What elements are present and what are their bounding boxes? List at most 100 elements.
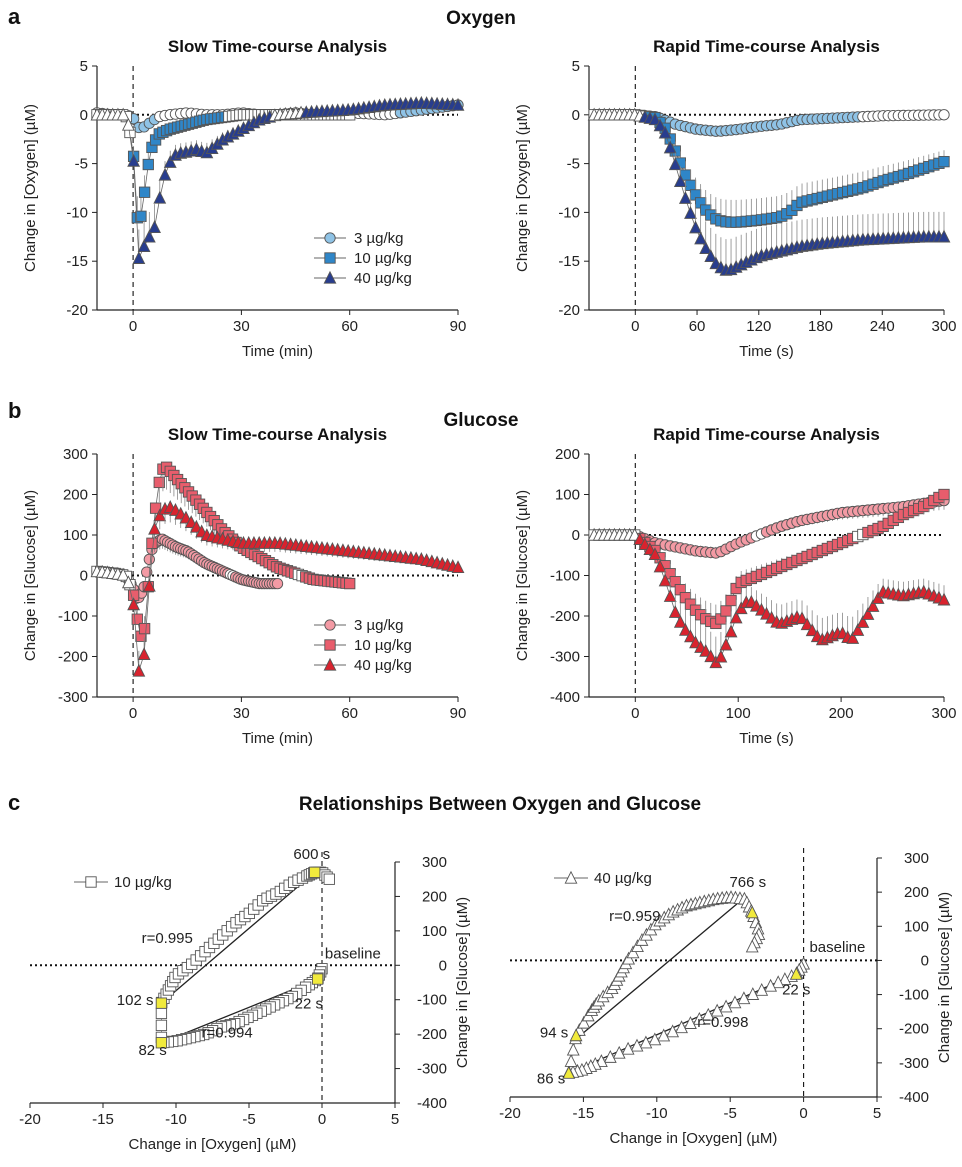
series-line bbox=[594, 114, 944, 271]
data-point bbox=[668, 157, 682, 171]
data-point bbox=[148, 521, 161, 535]
data-point bbox=[630, 1038, 644, 1052]
data-point bbox=[116, 107, 130, 121]
data-point bbox=[937, 229, 951, 243]
y-tick-label: -20 bbox=[66, 302, 88, 319]
data-point bbox=[155, 1019, 168, 1032]
y-tick-label: -5 bbox=[567, 156, 580, 173]
x-tick-label: 300 bbox=[931, 318, 956, 335]
data-point bbox=[729, 610, 743, 624]
data-point bbox=[653, 118, 667, 132]
data-point bbox=[755, 982, 769, 996]
data-point bbox=[764, 978, 778, 992]
chart-title: Slow Time-course Analysis bbox=[168, 425, 387, 444]
data-point bbox=[131, 613, 143, 625]
data-point bbox=[577, 1015, 591, 1029]
y-tick-label: 0 bbox=[572, 527, 580, 544]
x-tick-label: 240 bbox=[870, 318, 895, 335]
data-point bbox=[800, 617, 814, 631]
y-axis-label: Change in [Glucose] (µM) bbox=[514, 490, 531, 661]
y-tick-label: 300 bbox=[63, 446, 88, 463]
x-tick-label: 120 bbox=[746, 318, 771, 335]
data-point bbox=[603, 1049, 617, 1063]
highlight-point bbox=[569, 1028, 583, 1042]
data-point bbox=[138, 622, 151, 635]
y-tick-label: -200 bbox=[417, 1026, 447, 1043]
y-tick-label: 100 bbox=[555, 487, 580, 504]
annotation-peak: 600 s bbox=[293, 846, 330, 863]
highlight-point bbox=[155, 1037, 168, 1049]
data-point bbox=[639, 1035, 653, 1049]
data-point bbox=[745, 939, 759, 953]
data-point bbox=[657, 1028, 671, 1042]
data-point bbox=[149, 502, 162, 514]
chart-title: Slow Time-course Analysis bbox=[168, 37, 387, 56]
data-point bbox=[724, 624, 738, 638]
data-point bbox=[626, 945, 640, 959]
data-point bbox=[728, 995, 742, 1009]
data-point bbox=[138, 186, 151, 198]
data-point bbox=[938, 488, 950, 501]
annotation-trough: 82 s bbox=[138, 1042, 166, 1059]
legend-label: 3 µg/kg bbox=[354, 617, 404, 634]
x-tick-label: -20 bbox=[499, 1105, 521, 1122]
legend-label: 40 µg/kg bbox=[354, 657, 412, 674]
y-tick-label: -10 bbox=[558, 204, 580, 221]
x-tick-label: 90 bbox=[450, 318, 467, 335]
y-tick-label: -400 bbox=[417, 1095, 447, 1112]
data-point bbox=[778, 972, 792, 986]
y-tick-label: 0 bbox=[80, 107, 88, 124]
annotation-start: 22 s bbox=[782, 982, 810, 999]
data-point bbox=[271, 577, 284, 590]
x-tick-label: -15 bbox=[92, 1111, 114, 1128]
y-tick-label: 5 bbox=[80, 58, 88, 75]
data-point bbox=[719, 999, 733, 1013]
x-tick-label: 200 bbox=[829, 705, 854, 722]
fit-line bbox=[160, 871, 316, 1004]
legend-marker bbox=[324, 639, 336, 651]
fit-line bbox=[575, 896, 746, 1040]
data-point bbox=[856, 615, 870, 628]
x-axis-label: Time (min) bbox=[242, 730, 313, 747]
data-point bbox=[648, 547, 662, 561]
data-point bbox=[719, 637, 733, 651]
data-point bbox=[678, 622, 692, 636]
x-tick-label: 300 bbox=[931, 705, 956, 722]
y-axis-label: Change in [Glucose] (µM) bbox=[454, 897, 471, 1068]
data-point bbox=[116, 567, 130, 581]
data-point bbox=[725, 594, 737, 607]
x-tick-label: 60 bbox=[689, 318, 706, 335]
y-tick-label: 0 bbox=[80, 568, 88, 585]
data-point bbox=[704, 649, 718, 663]
data-point bbox=[678, 190, 692, 204]
data-point bbox=[648, 1032, 662, 1046]
highlight-point bbox=[745, 905, 759, 919]
fit-label-upper: r=0.995 bbox=[142, 930, 193, 947]
y-axis-label: Change in [Glucose] (µM) bbox=[936, 892, 953, 1063]
data-point bbox=[684, 1016, 697, 1029]
data-point bbox=[153, 508, 167, 522]
x-tick-label: -20 bbox=[19, 1111, 41, 1128]
data-point bbox=[158, 167, 172, 181]
data-point bbox=[451, 97, 465, 111]
y-tick-label: -20 bbox=[558, 302, 580, 319]
series-line bbox=[594, 494, 945, 624]
legend-marker bbox=[85, 876, 97, 888]
data-point bbox=[668, 605, 682, 618]
y-tick-label: 0 bbox=[572, 107, 580, 124]
data-point bbox=[699, 241, 713, 254]
highlight-point bbox=[562, 1065, 576, 1079]
x-tick-label: -10 bbox=[646, 1105, 668, 1122]
data-point bbox=[658, 573, 672, 587]
data-point bbox=[714, 649, 728, 663]
y-tick-label: -300 bbox=[899, 1055, 929, 1072]
highlight-point bbox=[155, 997, 168, 1009]
x-axis-label: Change in [Oxygen] (µM) bbox=[129, 1136, 297, 1153]
x-axis-label: Change in [Oxygen] (µM) bbox=[610, 1130, 778, 1147]
y-tick-label: 300 bbox=[904, 850, 929, 867]
x-tick-label: 180 bbox=[808, 318, 833, 335]
data-point bbox=[163, 154, 177, 168]
series-line bbox=[594, 114, 945, 223]
data-point bbox=[658, 125, 672, 139]
